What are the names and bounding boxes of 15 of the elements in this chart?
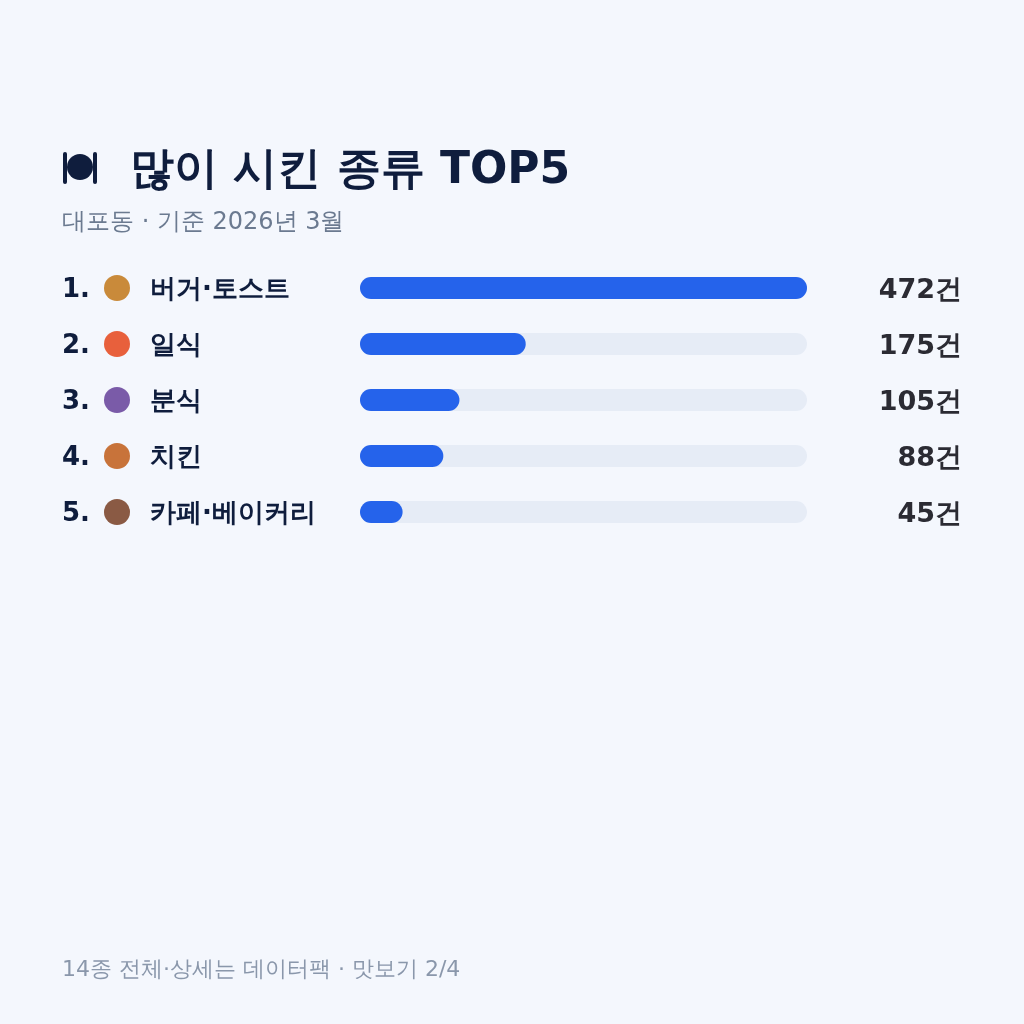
data-label: 88건	[897, 441, 962, 472]
bar	[360, 389, 460, 411]
category-label: 4. 치킨	[62, 441, 202, 471]
category-label: 5. 카페·베이커리	[62, 497, 316, 527]
data-label: 45건	[897, 497, 962, 528]
bar	[360, 445, 444, 467]
text: 14종 전체·상세는 데이터팩 · 맛보기 2/4	[62, 956, 461, 981]
category-label: 2. 일식	[62, 329, 202, 359]
data-label: 472건	[878, 273, 962, 304]
chart-title: 많이 시킨 종류 TOP5	[130, 142, 571, 193]
category-label: 1. 버거·토스트	[62, 273, 290, 303]
category-label: 3. 분식	[62, 385, 202, 415]
data-label: 105건	[878, 385, 962, 416]
data-label: 175건	[878, 329, 962, 360]
chart-subtitle: 대포동 · 기준 2026년 3월	[62, 207, 345, 235]
